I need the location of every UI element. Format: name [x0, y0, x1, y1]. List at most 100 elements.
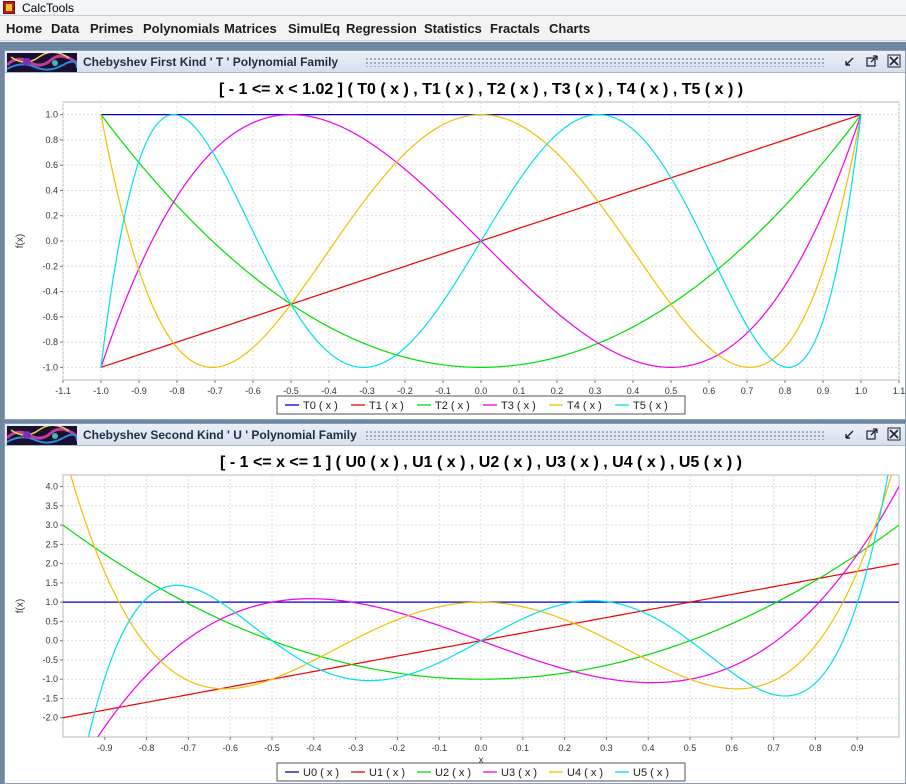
t-tick-label-y: 0.6	[45, 160, 58, 170]
t-tick-label-y: -0.4	[42, 287, 58, 297]
window-title: Chebyshev First Kind ' T ' Polynomial Fa…	[83, 55, 339, 69]
t-tick-label-y: 0.4	[45, 185, 58, 195]
t-legend	[276, 395, 686, 415]
chart-window-first-kind: Chebyshev First Kind ' T ' Polynomial Fa…	[4, 50, 906, 420]
t-tick-label-y: -0.6	[42, 312, 58, 322]
u-legend-label: U2 ( x )	[435, 767, 471, 779]
menu-polynomials[interactable]: Polynomials	[143, 21, 220, 36]
u-legend-label: U1 ( x )	[369, 767, 405, 779]
u-tick-label-x: -0.7	[181, 743, 197, 753]
u-legend-label: U3 ( x )	[501, 767, 537, 779]
menu-home[interactable]: Home	[6, 21, 43, 36]
menu-primes[interactable]: Primes	[90, 21, 134, 36]
close-icon[interactable]	[887, 54, 901, 68]
u-tick-label-x: 0.5	[684, 743, 697, 753]
u-tick-label-y: 2.0	[45, 559, 58, 569]
t-tick-label-x: 1.0	[855, 386, 868, 396]
menu-matrices[interactable]: Matrices	[224, 21, 277, 36]
t-tick-label-x: -0.2	[397, 386, 413, 396]
menu-data[interactable]: Data	[51, 21, 80, 36]
minimize-icon[interactable]	[843, 54, 857, 68]
menu-regression[interactable]: Regression	[346, 21, 417, 36]
u-series-line-2	[63, 524, 899, 680]
menu-charts[interactable]: Charts	[549, 21, 591, 36]
u-y-axis-label: f(x)	[15, 599, 26, 613]
u-tick-label-x: -0.1	[431, 743, 447, 753]
t-tick-label-x: -0.3	[359, 386, 375, 396]
u-tick-label-x: 0.4	[642, 743, 655, 753]
window-title: Chebyshev Second Kind ' U ' Polynomial F…	[83, 428, 357, 442]
u-tick-label-x: -0.4	[306, 743, 322, 753]
t-legend-label: T5 ( x )	[633, 400, 668, 412]
u-tick-label-x: 0.7	[767, 743, 780, 753]
u-plot-area	[62, 474, 900, 738]
fractal-thumbnail-icon	[7, 53, 77, 72]
minimize-icon[interactable]	[843, 427, 857, 441]
menu-statistics[interactable]: Statistics	[424, 21, 482, 36]
u-tick-label-y: -1.0	[42, 674, 58, 684]
u-series-group	[63, 475, 899, 737]
fractal-thumbnail-icon	[7, 426, 77, 445]
u-series-line-5	[87, 475, 889, 737]
t-legend-label: T4 ( x )	[567, 400, 602, 412]
u-tick-label-y: -0.5	[42, 655, 58, 665]
chart-panel: [ - 1 <= x < 1.02 ] ( T0 ( x ) , T1 ( x …	[5, 74, 905, 419]
t-tick-label-x: -0.1	[435, 386, 451, 396]
t-tick-label-y: 0.0	[45, 236, 58, 246]
t-tick-label-x: 0.1	[513, 386, 526, 396]
app-logo-icon	[3, 1, 15, 14]
t-tick-label-x: -1.1	[55, 386, 71, 396]
u-tick-label-x: -0.2	[390, 743, 406, 753]
window-titlebar[interactable]: Chebyshev First Kind ' T ' Polynomial Fa…	[5, 51, 905, 73]
maximize-icon[interactable]	[865, 427, 879, 441]
chart-second-kind: [ - 1 <= x <= 1 ] ( U0 ( x ) , U1 ( x ) …	[15, 454, 900, 782]
t-tick-label-x: 0.4	[627, 386, 640, 396]
t-tick-label-x: -0.8	[169, 386, 185, 396]
t-tick-label-x: -0.4	[321, 386, 337, 396]
window-titlebar[interactable]: Chebyshev Second Kind ' U ' Polynomial F…	[5, 424, 905, 446]
t-series-line-5	[100, 114, 862, 368]
t-tick-label-x: -0.6	[245, 386, 261, 396]
u-tick-label-x: -0.5	[264, 743, 280, 753]
u-tick-label-y: -2.0	[42, 713, 58, 723]
u-legend	[276, 762, 686, 782]
t-legend-label: T0 ( x )	[303, 400, 338, 412]
u-tick-label-y: 0.0	[45, 636, 58, 646]
t-series-line-2	[100, 114, 862, 368]
u-tick-label-y: 3.0	[45, 520, 58, 530]
t-tick-label-y: 1.0	[45, 110, 58, 120]
app-title: CalcTools	[22, 1, 75, 15]
t-tick-label-x: -0.7	[207, 386, 223, 396]
chart-window-second-kind: Chebyshev Second Kind ' U ' Polynomial F…	[4, 423, 906, 784]
chart-panel: [ - 1 <= x <= 1 ] ( U0 ( x ) , U1 ( x ) …	[5, 447, 905, 783]
u-tick-label-y: 4.0	[45, 482, 58, 492]
u-tick-label-x: -0.8	[139, 743, 155, 753]
t-y-axis-label: f(x)	[15, 234, 26, 248]
t-series-line-4	[100, 114, 862, 368]
u-tick-label-y: 1.5	[45, 578, 58, 588]
u-tick-label-y: -1.5	[42, 693, 58, 703]
t-tick-label-x: 0.0	[475, 386, 488, 396]
t-tick-label-x: 0.2	[551, 386, 564, 396]
t-tick-label-x: 0.3	[589, 386, 602, 396]
u-tick-label-x: -0.6	[222, 743, 238, 753]
u-legend-label: U0 ( x )	[303, 767, 339, 779]
t-tick-label-y: -0.8	[42, 337, 58, 347]
t-tick-label-y: 0.2	[45, 211, 58, 221]
menu-simuleq[interactable]: SimulEq	[288, 21, 341, 36]
menu-fractals[interactable]: Fractals	[490, 21, 540, 36]
t-tick-label-x: 0.5	[665, 386, 678, 396]
close-icon[interactable]	[887, 427, 901, 441]
u-tick-label-x: 0.9	[851, 743, 864, 753]
t-tick-label-x: 0.6	[703, 386, 716, 396]
t-series-group	[100, 114, 862, 368]
t-tick-label-x: -0.5	[283, 386, 299, 396]
maximize-icon[interactable]	[865, 54, 879, 68]
t-tick-label-x: 0.7	[741, 386, 754, 396]
u-series-line-4	[69, 475, 893, 690]
t-tick-label-x: 0.9	[817, 386, 830, 396]
titlebar-grip	[365, 430, 825, 440]
u-tick-label-x: 0.8	[809, 743, 822, 753]
u-tick-label-x: -0.3	[348, 743, 364, 753]
t-tick-label-y: -1.0	[42, 362, 58, 372]
